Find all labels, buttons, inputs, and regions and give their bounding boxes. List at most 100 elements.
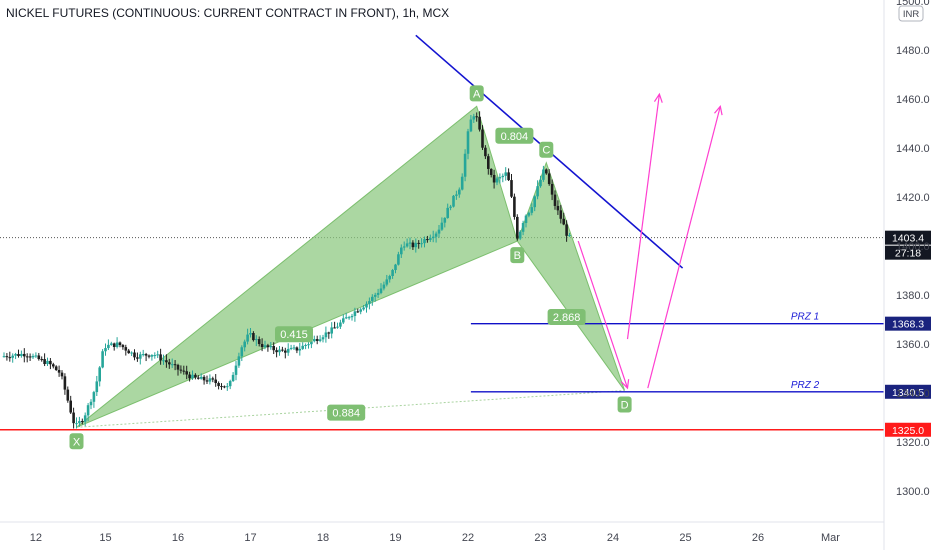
candle xyxy=(170,358,174,369)
candle xyxy=(321,334,325,343)
candle xyxy=(104,343,107,356)
candle xyxy=(542,165,545,182)
candle xyxy=(121,343,125,350)
pattern-point-b[interactable]: B xyxy=(510,247,525,264)
fib-ratio-label[interactable]: 2.868 xyxy=(547,309,586,326)
pattern-point-a[interactable]: A xyxy=(469,85,484,102)
candle xyxy=(423,236,426,248)
candle xyxy=(405,238,409,248)
candle xyxy=(408,237,412,250)
support-price-tag: 1325.0 xyxy=(885,422,931,437)
candle xyxy=(556,200,560,215)
candle xyxy=(257,336,261,347)
y-tick-label: 1480.0 xyxy=(896,45,930,57)
x-tick-label: 17 xyxy=(244,532,256,544)
candle xyxy=(89,399,93,410)
prz-2-price-text: 1340.5 xyxy=(892,387,924,399)
candle xyxy=(81,418,84,425)
candle xyxy=(165,354,168,368)
candle xyxy=(246,328,249,345)
candle xyxy=(191,370,194,380)
candle xyxy=(60,370,64,380)
y-tick-label: 1320.0 xyxy=(896,437,930,449)
pattern-point-text: C xyxy=(542,145,550,157)
candle xyxy=(127,348,130,354)
fib-ratio-label[interactable]: 0.415 xyxy=(275,326,313,343)
candle xyxy=(124,344,128,356)
candle xyxy=(182,365,186,375)
candle xyxy=(159,348,162,365)
candle xyxy=(54,365,58,371)
y-tick-label: 1400.0 xyxy=(896,241,930,253)
candle xyxy=(550,179,554,201)
candle xyxy=(315,335,319,345)
candle xyxy=(136,352,139,362)
candle xyxy=(510,173,513,199)
y-tick-label: 1340.0 xyxy=(896,388,930,400)
fib-ratio-text: 0.415 xyxy=(280,329,308,341)
candle xyxy=(489,168,493,178)
projection-arrow[interactable] xyxy=(626,92,663,340)
candle xyxy=(194,373,197,380)
candle xyxy=(533,195,536,212)
countdown-tag: 27:18 xyxy=(885,245,931,260)
candle xyxy=(92,390,96,408)
candle xyxy=(449,204,452,211)
candle xyxy=(487,153,490,175)
pattern-point-c[interactable]: C xyxy=(539,141,554,158)
candle xyxy=(443,217,447,228)
candle xyxy=(275,347,278,358)
candle xyxy=(118,341,122,348)
candle xyxy=(260,338,264,352)
candle xyxy=(478,111,481,132)
prz-1-label: PRZ 1 xyxy=(791,312,819,323)
fib-ratio-label[interactable]: 0.884 xyxy=(327,404,366,421)
projection-arrow[interactable] xyxy=(577,240,630,390)
candle xyxy=(373,292,377,302)
y-tick-label: 1500.0 xyxy=(896,0,930,8)
candle xyxy=(429,234,432,242)
candle xyxy=(40,356,43,362)
chart-title: NICKEL FUTURES (CONTINUOUS: CURRENT CONT… xyxy=(6,6,449,20)
candle xyxy=(547,169,551,186)
candle xyxy=(397,251,400,266)
candle xyxy=(23,348,26,363)
candle xyxy=(411,240,415,250)
x-tick-label: 12 xyxy=(30,532,42,544)
candle xyxy=(231,372,235,382)
candle xyxy=(52,362,55,369)
x-tick-label: 24 xyxy=(607,532,619,544)
candle xyxy=(420,238,423,248)
prz-1-price-text: 1368.3 xyxy=(892,319,924,331)
candle xyxy=(185,365,188,380)
candle xyxy=(168,358,171,369)
candle xyxy=(313,335,316,343)
candle xyxy=(14,352,17,360)
candle xyxy=(350,313,354,321)
candle xyxy=(78,416,81,427)
candle xyxy=(237,352,241,368)
candle xyxy=(417,240,420,249)
candle xyxy=(197,375,200,380)
candle xyxy=(57,365,61,377)
candle xyxy=(202,375,206,385)
candle xyxy=(553,190,557,210)
candle xyxy=(101,349,104,369)
candle xyxy=(469,115,473,133)
last-price-text: 1403.4 xyxy=(892,233,924,245)
x-tick-label: 23 xyxy=(534,532,546,544)
pattern-point-text: B xyxy=(514,250,521,262)
candle xyxy=(240,345,244,362)
fib-ratio-label[interactable]: 0.804 xyxy=(495,127,534,144)
candle xyxy=(153,352,157,359)
currency-badge[interactable]: INR xyxy=(898,5,924,22)
candle xyxy=(249,327,252,338)
projection-arrow[interactable] xyxy=(647,105,723,389)
candle xyxy=(452,195,455,208)
candle xyxy=(284,347,287,359)
pattern-point-text: D xyxy=(621,400,629,412)
pattern-point-x[interactable]: X xyxy=(69,433,84,450)
pattern-xd-line[interactable] xyxy=(76,390,625,428)
pattern-point-d[interactable]: D xyxy=(617,396,632,413)
